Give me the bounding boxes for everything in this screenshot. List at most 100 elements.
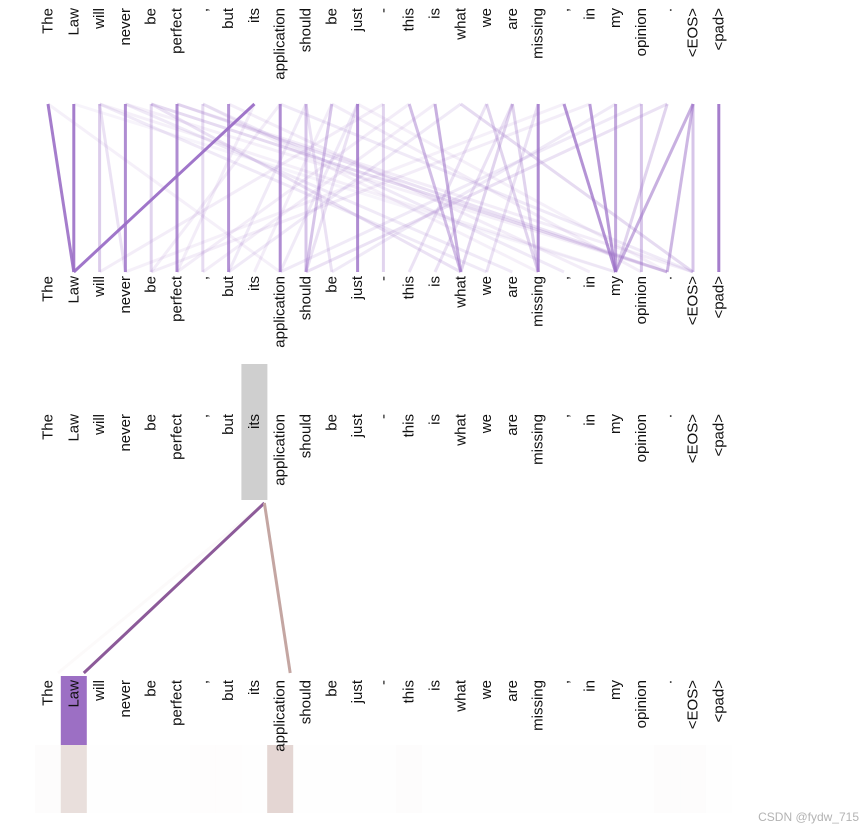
attention-weight-box <box>319 745 345 813</box>
top-left-token: be <box>323 8 340 25</box>
top-edge <box>176 102 668 274</box>
bottom-query-token[interactable]: opinion <box>633 414 650 462</box>
attention-weight-box <box>216 745 242 813</box>
top-left-token: <pad> <box>710 8 727 51</box>
bottom-query-token[interactable]: will <box>91 414 108 436</box>
top-edge <box>433 103 514 273</box>
bottom-query-token[interactable]: we <box>478 414 495 434</box>
bottom-query-token[interactable]: missing <box>530 414 547 465</box>
bottom-query-token[interactable]: but <box>220 413 237 435</box>
bottom-key-token: <EOS> <box>685 680 702 729</box>
bottom-key-token: <pad> <box>710 680 727 723</box>
bottom-query-token[interactable]: be <box>143 414 160 431</box>
top-right-token: be <box>143 276 160 293</box>
attended-token-box <box>60 676 87 745</box>
top-right-token: perfect <box>169 275 186 322</box>
top-right-token: are <box>504 276 521 298</box>
top-right-token: - <box>375 276 392 281</box>
top-edge <box>227 103 308 273</box>
attention-weight-box <box>577 745 603 813</box>
top-left-token: we <box>478 8 495 28</box>
attention-weight-box <box>628 745 654 813</box>
top-right-token: never <box>117 276 134 314</box>
top-edge <box>278 103 359 273</box>
bottom-query-token[interactable]: are <box>504 414 521 436</box>
bottom-query-token[interactable]: <EOS> <box>685 414 702 463</box>
top-edge <box>356 102 668 274</box>
bottom-query-token[interactable]: , <box>194 414 211 418</box>
top-left-token: perfect <box>169 7 186 54</box>
bottom-query-token[interactable]: , <box>556 414 573 418</box>
bottom-query-token[interactable]: Law <box>65 414 82 442</box>
top-edge <box>485 103 540 273</box>
top-right-token: application <box>272 276 289 348</box>
top-right-token: what <box>452 275 469 309</box>
bottom-query-token[interactable]: perfect <box>169 413 186 460</box>
bottom-query-token[interactable]: should <box>298 414 315 458</box>
top-edge <box>201 102 436 274</box>
top-left-token: will <box>91 8 108 30</box>
attention-weight-box <box>448 745 474 813</box>
bottom-left-token-column: The Law will never be perfect, but its applicati… <box>40 679 728 752</box>
attention-weight-box <box>474 745 500 813</box>
top-right-token-column: The Law will never be perfect, but its applicati… <box>40 275 728 348</box>
top-edge <box>202 102 539 274</box>
top-edge <box>176 102 694 274</box>
bottom-query-token[interactable]: what <box>452 413 469 447</box>
bottom-query-token[interactable]: just <box>349 413 366 438</box>
bottom-query-token[interactable]: - <box>375 414 392 419</box>
bottom-query-token[interactable]: my <box>607 414 624 434</box>
bottom-key-token: is <box>427 680 444 691</box>
bottom-query-token[interactable]: in <box>581 414 598 426</box>
bottom-query-token[interactable]: The <box>40 414 57 440</box>
attention-weight-box <box>267 745 294 813</box>
attention-weight-box <box>60 745 87 813</box>
top-left-token: , <box>556 8 573 12</box>
attention-weight-box <box>370 745 396 813</box>
bottom-key-token: be <box>143 680 160 697</box>
bottom-key-token: , <box>556 680 573 684</box>
bottom-query-token[interactable]: application <box>272 414 289 486</box>
bottom-key-token: we <box>478 680 495 700</box>
bottom-right-token-column[interactable]: The Law will never be perfect, but its applicati… <box>40 413 728 486</box>
top-edge <box>279 102 694 274</box>
top-edge <box>124 102 513 274</box>
top-edge <box>588 103 618 273</box>
top-left-token: . <box>659 8 676 12</box>
top-left-token: should <box>298 8 315 52</box>
bottom-query-token[interactable]: <pad> <box>710 414 727 457</box>
top-left-token: Law <box>65 8 82 36</box>
attention-weight-box <box>241 745 267 813</box>
bottom-query-token[interactable]: is <box>427 414 444 425</box>
top-edge <box>279 102 643 274</box>
top-left-token: - <box>375 8 392 13</box>
bottom-key-token: - <box>375 680 392 685</box>
attention-weight-box <box>603 745 629 813</box>
top-right-token: just <box>349 275 366 300</box>
attention-weight-box <box>345 745 371 813</box>
top-left-token: what <box>452 7 469 41</box>
bottom-query-token[interactable]: be <box>323 414 340 431</box>
bottom-query-token[interactable]: its <box>246 414 263 429</box>
bottom-query-token[interactable]: this <box>401 414 418 437</box>
top-right-token: will <box>91 276 108 298</box>
bottom-key-token: should <box>298 680 315 724</box>
bottom-query-token[interactable]: never <box>117 414 134 452</box>
top-edge <box>47 102 282 274</box>
top-edge <box>459 103 514 273</box>
bottom-key-token: opinion <box>633 680 650 728</box>
top-edge <box>202 102 565 274</box>
top-left-token: be <box>143 8 160 25</box>
top-edge <box>150 103 282 273</box>
bottom-query-token[interactable]: . <box>659 414 676 418</box>
top-left-token: my <box>607 8 624 28</box>
top-left-token: The <box>40 8 57 34</box>
top-right-token: The <box>40 276 57 302</box>
bottom-key-token: what <box>452 679 469 713</box>
top-right-token: . <box>659 276 676 280</box>
top-edge <box>150 102 591 274</box>
top-right-token: but <box>220 275 237 297</box>
bottom-key-token: will <box>91 680 108 702</box>
attention-weight-box <box>396 745 422 813</box>
